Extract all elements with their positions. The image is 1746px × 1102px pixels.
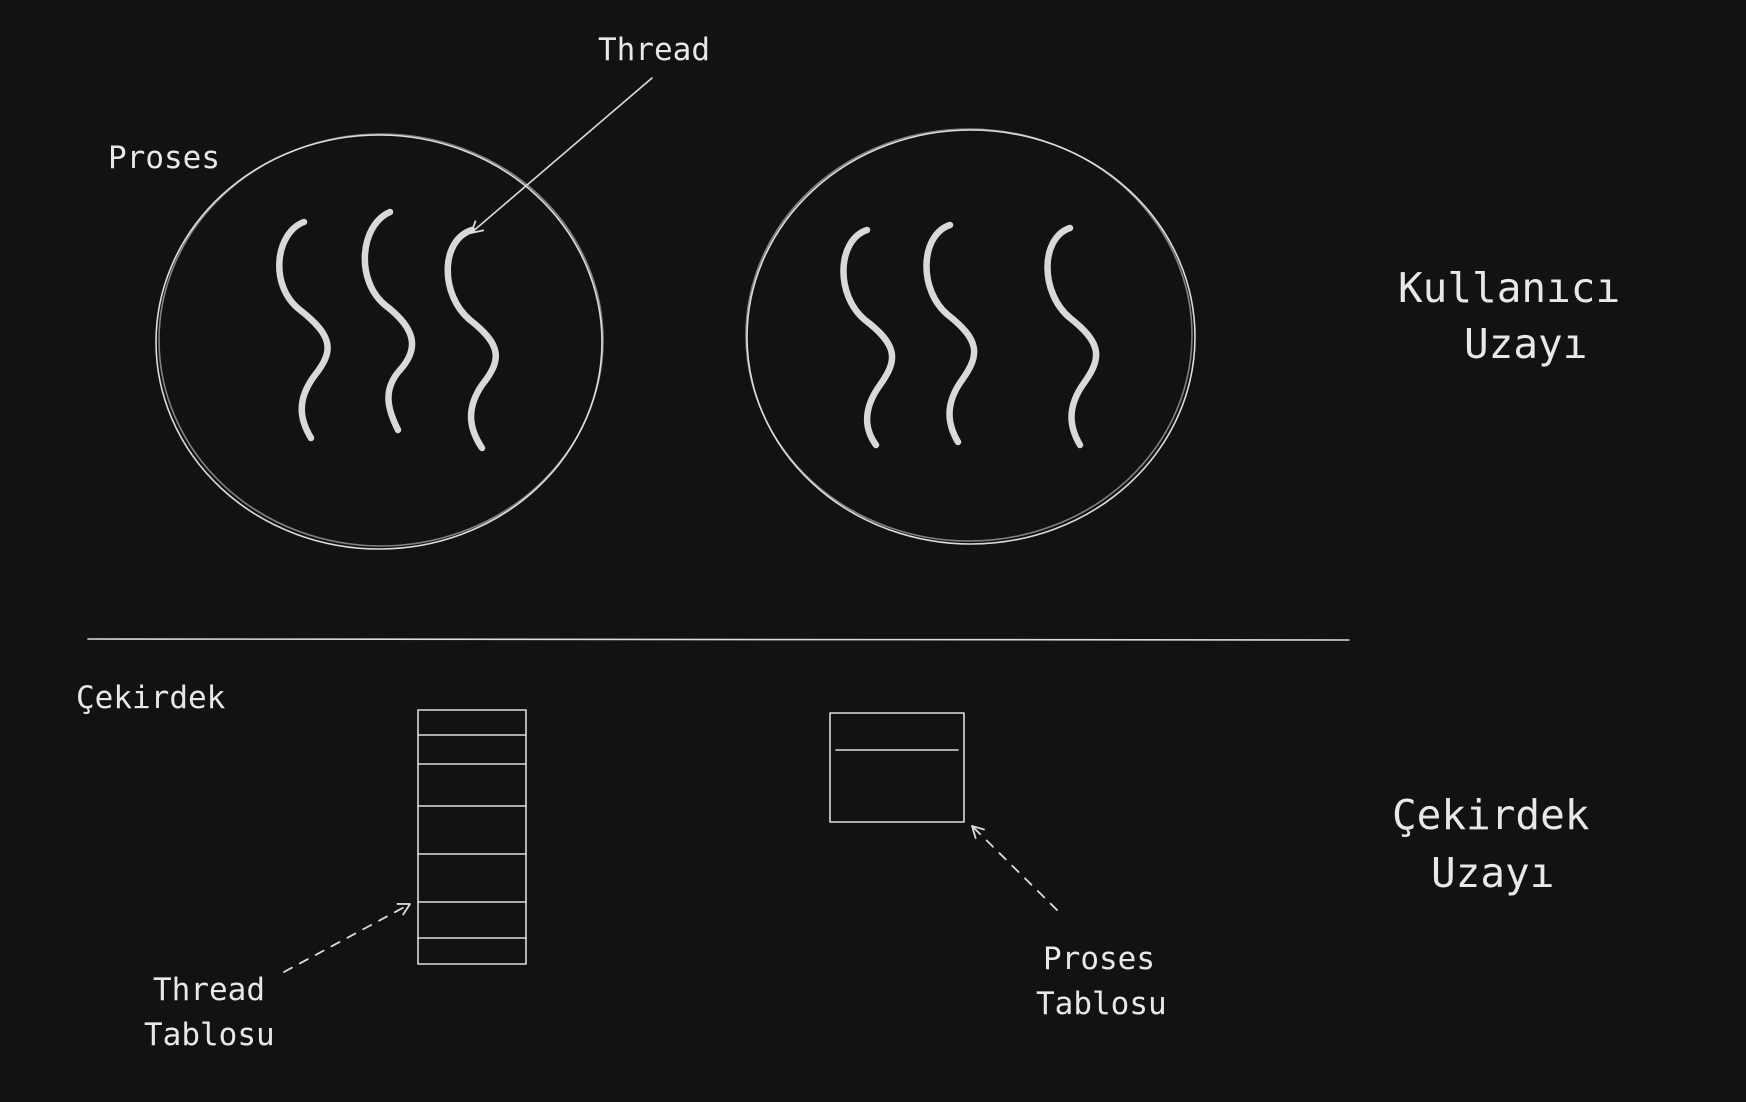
- thread-table-label-line1: Thread: [153, 972, 265, 1008]
- thread-table: [417, 709, 527, 965]
- process-table-label-line1: Proses: [1043, 941, 1155, 977]
- thread-2-3: [1044, 224, 1100, 449]
- thread-arrow: [470, 77, 653, 234]
- kernel-space-label-line1: Çekirdek: [1392, 791, 1590, 839]
- thread-1-2: [361, 208, 416, 434]
- thread-1-1: [276, 218, 331, 442]
- process-table: [829, 712, 965, 823]
- kernel-space-label-line2: Uzayı: [1431, 849, 1554, 897]
- process-1-circle: [155, 134, 603, 550]
- thread-1-3: [444, 226, 499, 452]
- thread-table-box: [417, 709, 527, 965]
- process-label: Proses: [108, 140, 220, 176]
- thread-2-1: [840, 226, 896, 449]
- user-space-label-line1: Kullanıcı: [1398, 264, 1620, 312]
- process-table-arrow: [971, 825, 1058, 911]
- thread-2-2: [923, 221, 978, 446]
- thread-label: Thread: [598, 32, 710, 68]
- thread-table-label-line2: Tablosu: [144, 1017, 275, 1053]
- process-table-label-line2: Tablosu: [1036, 986, 1167, 1022]
- process-2: [745, 128, 1196, 545]
- space-divider: [87, 638, 1350, 641]
- kernel-label: Çekirdek: [76, 680, 226, 716]
- process-2-circle: [746, 129, 1196, 545]
- thread-table-arrow: [283, 903, 411, 973]
- user-space-label-line2: Uzayı: [1464, 320, 1587, 368]
- process-1: [155, 133, 604, 550]
- process-table-box: [829, 712, 965, 823]
